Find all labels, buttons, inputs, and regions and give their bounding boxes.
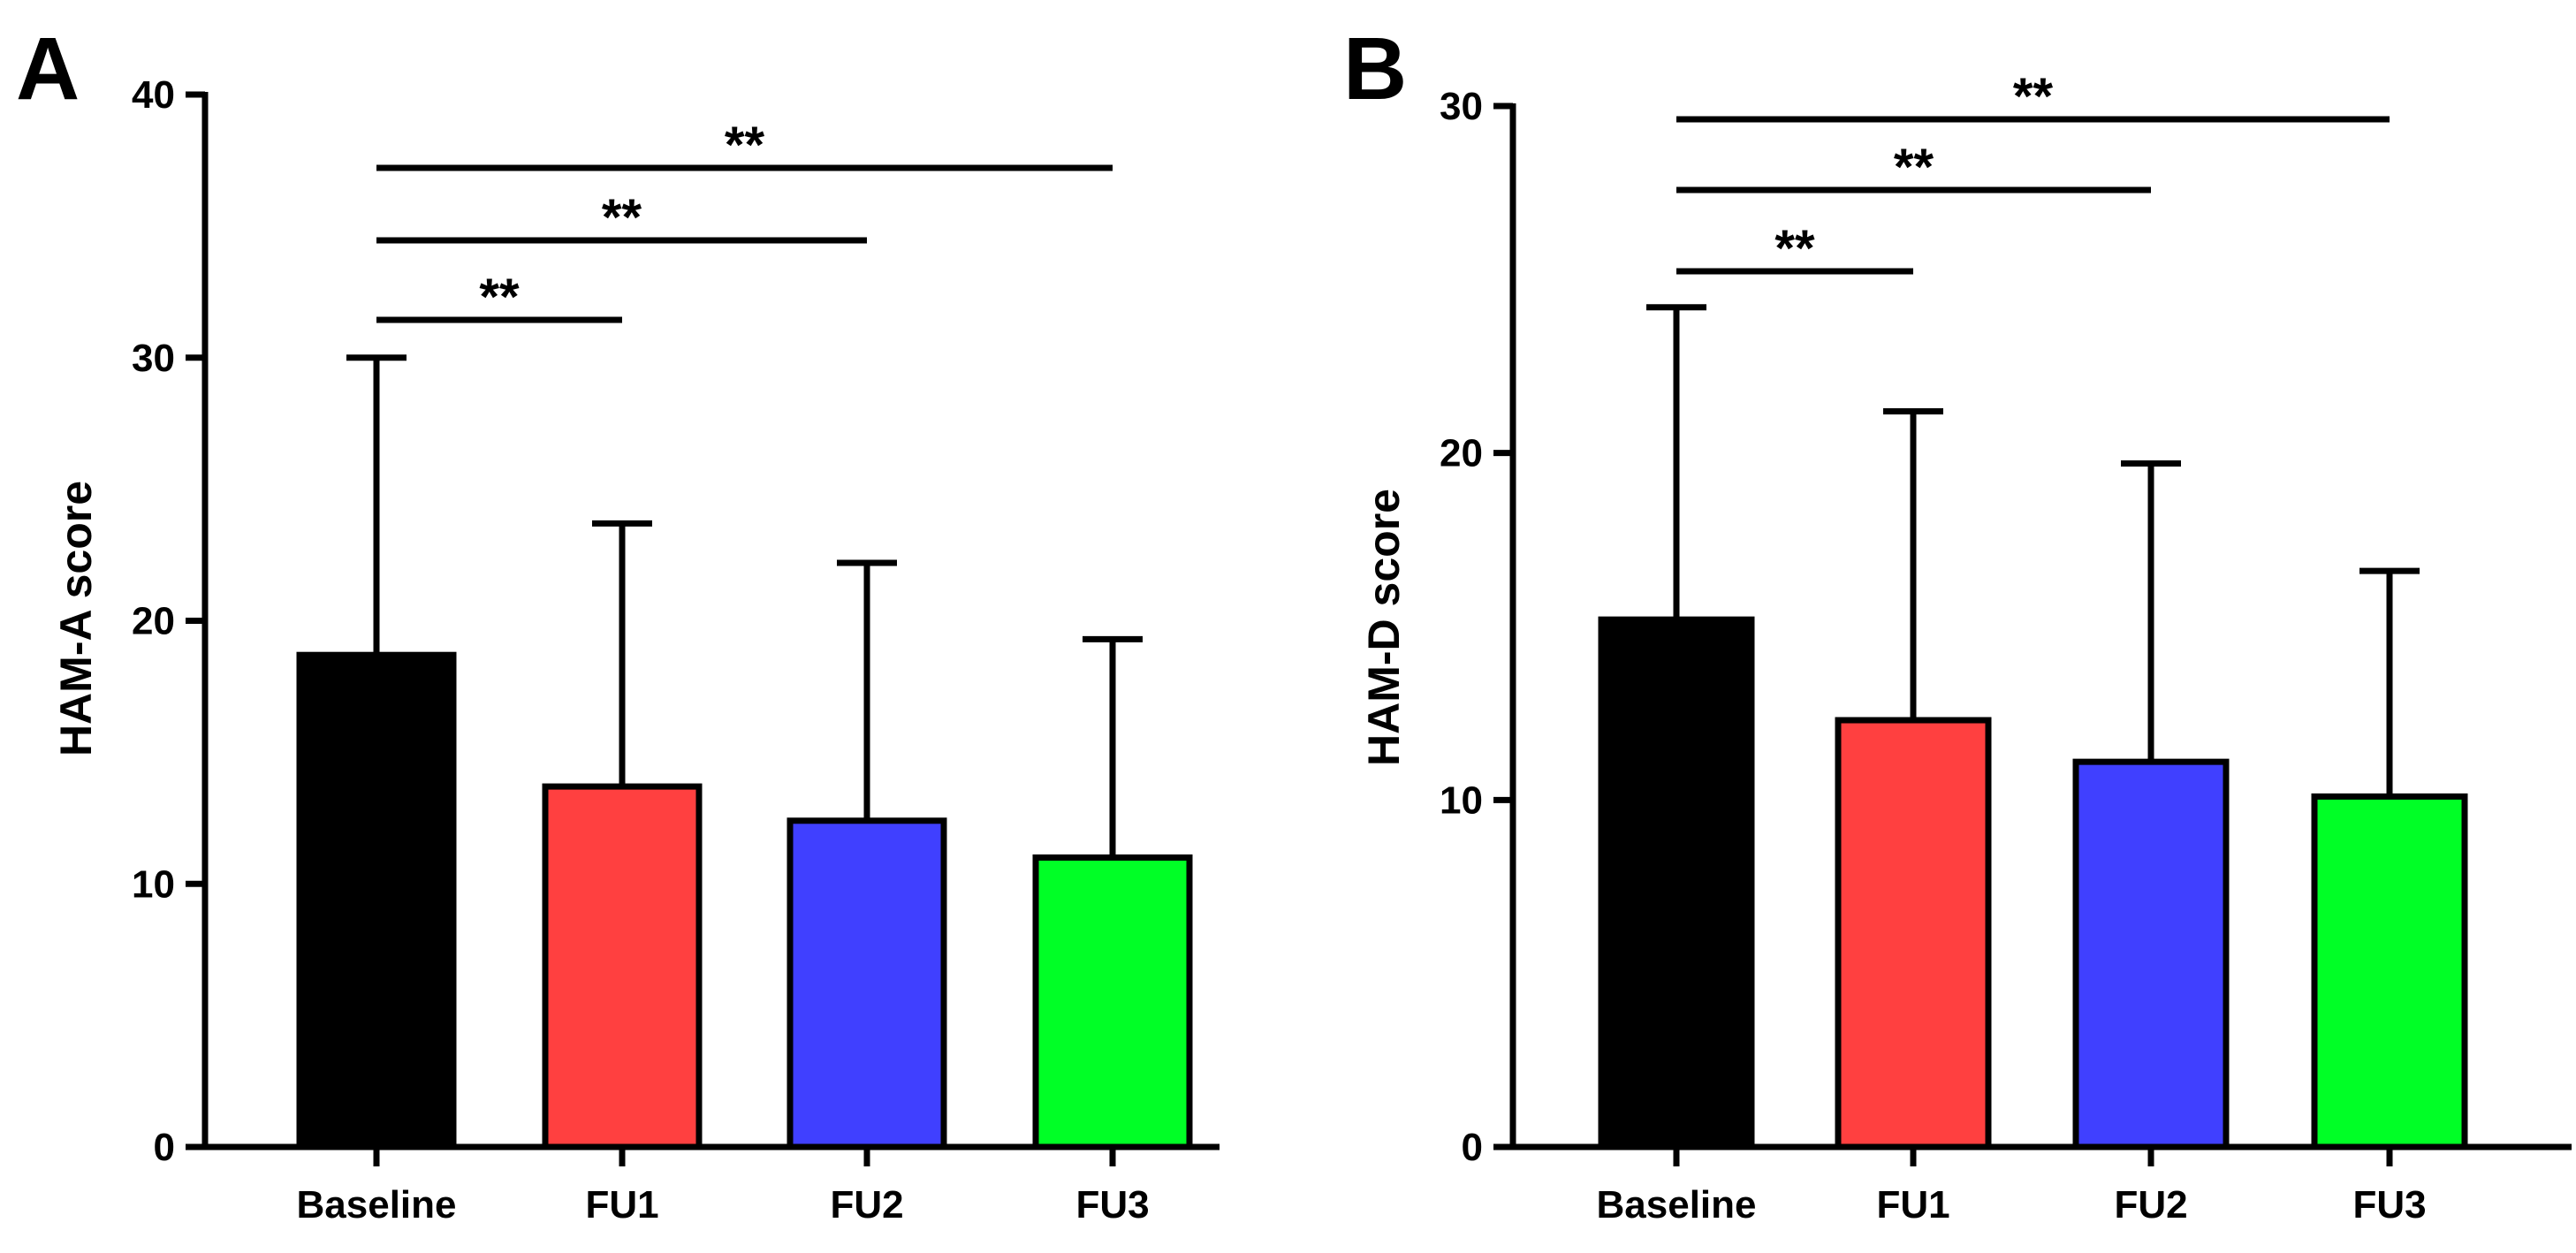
- panel-b-y-tick-label: 30: [1440, 85, 1483, 128]
- panel-b-bar-baseline: [1598, 616, 1755, 1150]
- panel-a-significance-label-fu2: **: [602, 189, 642, 247]
- panel-a-y-tick-label: 40: [132, 73, 175, 117]
- panel-b-chart: B HAM-D score Baseline FU1 FU2 FU3 0 10 20 30 **…: [1343, 19, 2572, 1226]
- panel-b-x-tick-label: FU2: [2114, 1183, 2187, 1226]
- panel-a-y-tick-label: 20: [132, 600, 175, 643]
- panel-a-significance-label-fu1: **: [479, 269, 520, 326]
- panel-b-y-axis-title: HAM-D score: [1359, 489, 1409, 766]
- panel-a-y-axis-title: HAM-A score: [51, 481, 101, 756]
- panel-a-bar-baseline: [296, 651, 457, 1150]
- panel-b-significance-label-fu3: **: [2013, 68, 2054, 125]
- panel-b-y-tick-label: 10: [1440, 778, 1483, 822]
- panel-b-x-tick-label: FU3: [2352, 1183, 2426, 1226]
- panel-a-significance-label-fu3: **: [725, 117, 765, 174]
- panel-b-bar-fu2: [2072, 758, 2230, 1150]
- panel-a-chart: A HAM-A score Baseline FU1 FU2 FU3 0 10 20 30 40…: [16, 19, 1220, 1226]
- panel-a-x-tick-label: FU1: [585, 1183, 658, 1226]
- panel-a-y-tick-label: 30: [132, 337, 175, 380]
- panel-b-bar-fu1: [1835, 717, 1992, 1150]
- panel-a-bar-fu2: [786, 817, 947, 1150]
- panel-b-bar-fu3: [2311, 793, 2468, 1150]
- panel-a-x-tick-label: Baseline: [297, 1183, 457, 1226]
- panel-a-x-tick-label: FU3: [1075, 1183, 1149, 1226]
- panel-a-letter: A: [16, 19, 80, 118]
- panel-b-x-tick-label: FU1: [1876, 1183, 1949, 1226]
- panel-b-x-tick-label: Baseline: [1597, 1183, 1757, 1226]
- panel-b-significance-label-fu2: **: [1894, 139, 1934, 196]
- panel-a-bar-fu3: [1032, 854, 1193, 1150]
- panel-b-y-tick-label: 0: [1462, 1126, 1483, 1169]
- panel-a-bar-fu1: [542, 783, 703, 1150]
- panel-b-significance-label-fu1: **: [1774, 220, 1815, 277]
- panel-a-y-tick-label: 0: [154, 1126, 175, 1169]
- panel-a-y-tick-label: 10: [132, 862, 175, 906]
- panel-b-letter: B: [1343, 19, 1407, 118]
- panel-b-y-tick-label: 20: [1440, 432, 1483, 475]
- panel-a-x-tick-label: FU2: [830, 1183, 903, 1226]
